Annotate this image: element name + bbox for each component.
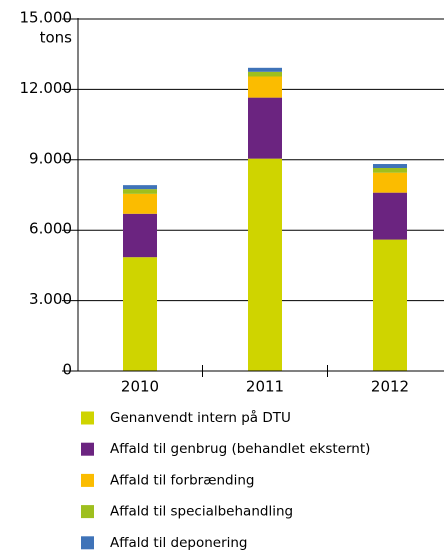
legend-label: Affald til specialbehandling — [110, 504, 293, 520]
bar-segment — [123, 189, 157, 194]
bar-segment — [248, 97, 282, 159]
legend-swatch — [81, 442, 94, 456]
y-tick-label: 0 — [62, 361, 72, 379]
legend-label: Genanvendt intern på DTU — [110, 409, 291, 426]
bar-segment — [123, 257, 157, 371]
legend-swatch — [81, 505, 94, 519]
legend-label: Affald til genbrug (behandlet eksternt) — [110, 441, 370, 457]
y-tick-label: 9.000 — [29, 149, 72, 167]
bar-segment — [248, 67, 282, 72]
legend-label: Affald til deponering — [110, 535, 248, 551]
legend-swatch — [81, 411, 94, 425]
bar-segment — [373, 192, 407, 240]
y-tick-label: 15.000 — [20, 9, 73, 27]
legend-swatch — [81, 473, 94, 487]
bar-segment — [373, 239, 407, 371]
bar-segment — [248, 71, 282, 77]
bar-segment — [248, 158, 282, 371]
y-tick-label: 6.000 — [29, 220, 72, 238]
bar-segment — [248, 76, 282, 98]
x-tick-label: 2012 — [371, 378, 409, 396]
bar-segment — [123, 185, 157, 190]
bar-segment — [373, 164, 407, 169]
bar-segment — [123, 193, 157, 214]
y-axis-label: tons — [40, 29, 73, 47]
bar-segment — [373, 168, 407, 173]
y-tick-label: 3.000 — [29, 290, 72, 308]
x-tick-label: 2010 — [121, 378, 159, 396]
bar-segment — [123, 213, 157, 258]
legend-label: Affald til forbrænding — [110, 472, 254, 488]
x-tick-label: 2011 — [246, 378, 284, 396]
y-tick-label: 12.000 — [20, 79, 73, 97]
legend-swatch — [81, 536, 94, 550]
bar-segment — [373, 172, 407, 193]
